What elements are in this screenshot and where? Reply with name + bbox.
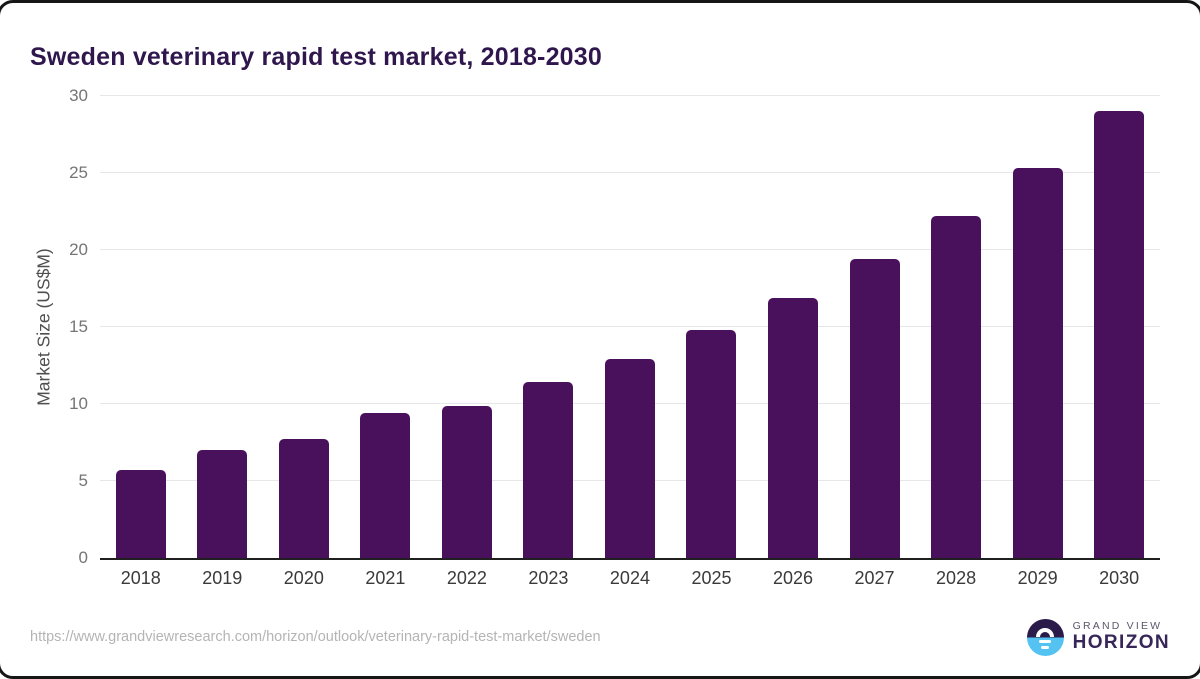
bars: [100, 96, 1160, 558]
x-tick-label: 2018: [120, 568, 161, 588]
x-tick-label: 2025: [691, 568, 732, 588]
y-tick-label: 15: [69, 317, 88, 336]
bar-2021: [360, 413, 411, 558]
bar-2027: [849, 259, 900, 558]
y-tick-label: 0: [78, 548, 88, 567]
x-tick-label: 2022: [446, 568, 487, 588]
bar-slot: [915, 96, 997, 558]
bar-slot: [508, 96, 590, 558]
bar-2026: [768, 297, 819, 558]
chart-title: Sweden veterinary rapid test market, 201…: [30, 42, 602, 71]
x-tick-label: 2019: [202, 568, 243, 588]
x-tick-label: 2028: [936, 568, 977, 588]
y-tick-label: 20: [69, 240, 88, 260]
x-tick-label: 2021: [365, 568, 406, 588]
x-tick-label: 2027: [854, 568, 895, 588]
bar-2024: [604, 359, 655, 558]
bar-2020: [278, 439, 329, 558]
x-tick-label: 2026: [772, 568, 814, 588]
x-tick-label: 2029: [1017, 568, 1058, 588]
bar-2022: [441, 405, 492, 558]
gridline: [100, 95, 1160, 96]
bar-slot: [100, 96, 182, 558]
x-tick-label: 2020: [283, 568, 324, 588]
bar-slot: [182, 96, 264, 558]
y-tick-label: 10: [69, 394, 88, 414]
bar-slot: [997, 96, 1079, 558]
bar-2029: [1012, 168, 1063, 558]
y-tick-label: 5: [78, 471, 88, 491]
footer: https://www.grandviewresearch.com/horizo…: [0, 605, 1200, 669]
bar-2018: [115, 470, 166, 558]
bar-2023: [523, 382, 574, 558]
logo-brand-name: GRAND VIEW: [1072, 620, 1163, 633]
gridline: [100, 326, 1160, 327]
reflection-dash-icon: [1039, 640, 1052, 643]
x-tick-label: 2030: [1099, 568, 1140, 588]
x-tick-label: 2024: [609, 568, 650, 588]
bar-slot: [752, 96, 834, 558]
bar-slot: [1078, 96, 1160, 558]
gridline: [100, 249, 1160, 251]
reflection-dash-icon: [1041, 646, 1050, 649]
source-url: https://www.grandviewresearch.com/horizo…: [30, 629, 601, 645]
y-axis-ticks: 0 5 10 15 20 25 30: [0, 86, 88, 567]
sun-arch-icon: [1036, 628, 1055, 637]
plot-area: [100, 95, 1160, 560]
logo-product-name: HORIZON: [1072, 632, 1170, 654]
bar-slot: [426, 96, 508, 558]
grand-view-horizon-logo: GRAND VIEW HORIZON: [1026, 618, 1170, 656]
sunrise-horizon-icon: [1026, 618, 1064, 656]
y-tick-label: 30: [69, 86, 88, 105]
bar-slot: [671, 96, 753, 558]
y-tick-label: 25: [69, 163, 88, 182]
x-axis-labels: 2018 2019 2020 2021 2022 2023 2024 2025 2026 2027…: [100, 568, 1160, 589]
bar-2030: [1094, 111, 1145, 558]
bar-slot: [589, 96, 671, 558]
bar-2019: [197, 450, 248, 558]
bar-slot: [263, 96, 345, 558]
x-tick-label: 2023: [528, 568, 569, 588]
bar-2025: [686, 330, 737, 558]
bar-slot: [345, 96, 427, 558]
bar-2028: [931, 216, 982, 558]
gridline: [100, 172, 1160, 173]
logo-text: GRAND VIEW HORIZON: [1073, 620, 1170, 654]
bar-slot: [834, 96, 916, 558]
